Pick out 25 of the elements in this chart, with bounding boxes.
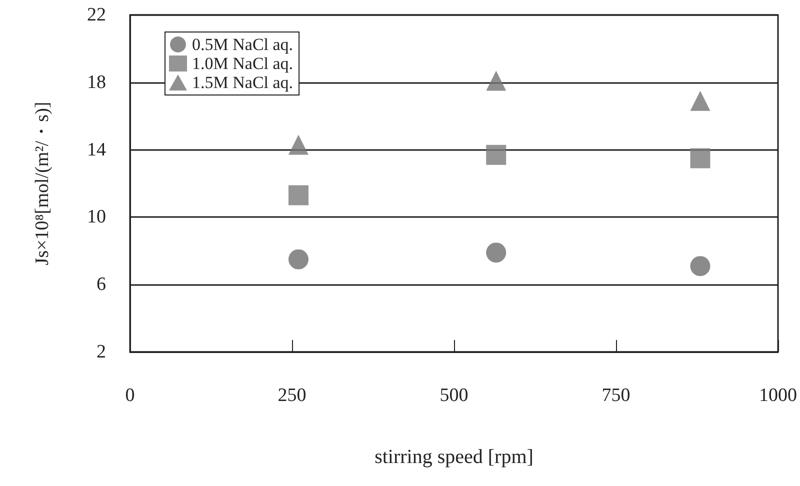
x-tick-label: 1000 — [759, 385, 797, 406]
legend-label: 1.5M NaCl aq. — [192, 73, 294, 92]
point — [690, 148, 710, 168]
x-tick-label: 750 — [602, 385, 630, 406]
legend-label: 0.5M NaCl aq. — [192, 35, 294, 54]
y-axis-title: Js×10⁸[mol/(m²/・s)] — [32, 102, 53, 266]
x-axis-title: stirring speed [rpm] — [374, 446, 534, 468]
point — [486, 242, 506, 263]
x-tick-label: 250 — [278, 385, 306, 406]
point — [288, 249, 308, 270]
legend-label: 1.0M NaCl aq. — [192, 54, 294, 73]
y-tick-label: 14 — [87, 139, 106, 160]
point — [486, 70, 506, 91]
point — [690, 256, 710, 276]
y-tick-label: 6 — [96, 274, 106, 296]
y-tick-label: 10 — [87, 206, 106, 228]
point — [288, 185, 308, 206]
point — [486, 144, 506, 165]
x-tick-label: 500 — [440, 385, 468, 406]
point — [690, 90, 710, 111]
y-tick-label: 18 — [87, 72, 106, 93]
y-tick-label: 2 — [96, 342, 106, 362]
y-tick-label: 22 — [87, 4, 106, 26]
x-tick-label: 0 — [125, 385, 135, 406]
point — [288, 134, 308, 155]
